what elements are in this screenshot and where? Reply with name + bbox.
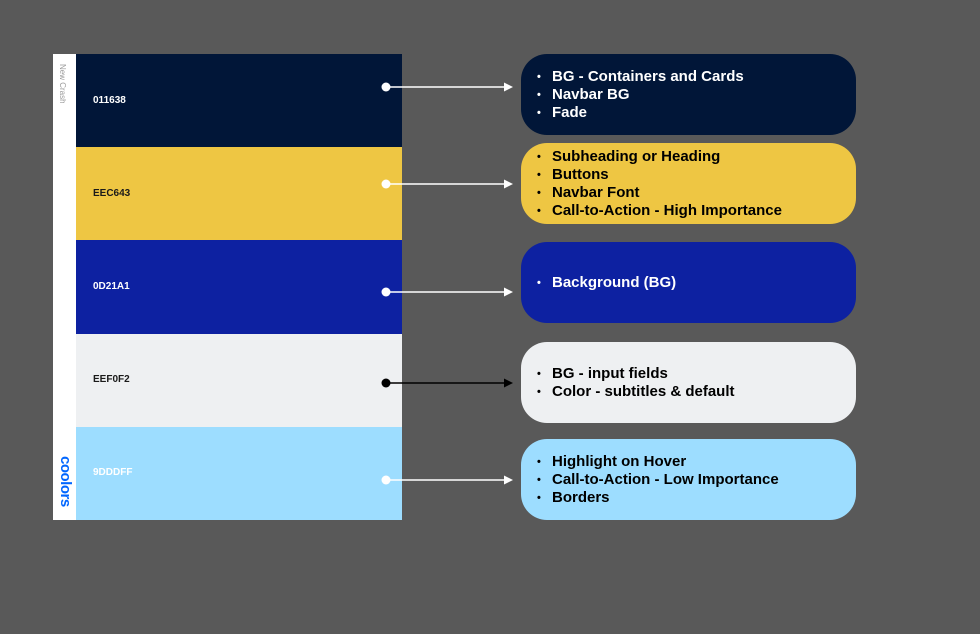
usage-box-011638: • BG - Containers and Cards • Navbar BG • Fad… <box>521 54 856 135</box>
usage-list: • Subheading or Heading • Buttons • Navbar Fo… <box>537 148 856 220</box>
bullet-icon: • <box>537 455 541 468</box>
usage-box-0d21a1: • Background (BG) <box>521 242 856 323</box>
swatch-eef0f2: EEF0F2 <box>76 333 402 427</box>
usage-item-text: Background (BG) <box>552 273 677 291</box>
usage-item: • Borders <box>537 489 856 507</box>
usage-item-text: Call-to-Action - Low Importance <box>552 470 779 488</box>
usage-item: • Navbar Font <box>537 184 856 202</box>
usage-item-text: Navbar BG <box>552 85 630 103</box>
bullet-icon: • <box>537 168 541 181</box>
usage-item: • Highlight on Hover <box>537 453 856 471</box>
bullet-icon: • <box>537 367 541 380</box>
usage-box-eef0f2: • BG - input fields • Color - subtitles & d… <box>521 342 856 423</box>
usage-box-eec643: • Subheading or Heading • Buttons • Navbar Fo… <box>521 143 856 224</box>
swatch-eec643: EEC643 <box>76 147 402 241</box>
usage-item: • BG - Containers and Cards <box>537 68 856 86</box>
usage-item: • Background (BG) <box>537 274 856 292</box>
palette-card: New Crash coolors 011638 EEC643 0D21A1 EEF0… <box>53 54 402 520</box>
usage-item: • BG - input fields <box>537 365 856 383</box>
usage-item: • Navbar BG <box>537 86 856 104</box>
usage-item-text: Buttons <box>552 165 609 183</box>
usage-box-9dddff: • Highlight on Hover • Call-to-Action - Low… <box>521 439 856 520</box>
usage-item-text: Subheading or Heading <box>552 147 721 165</box>
arrowhead-icon <box>504 179 513 189</box>
usage-item: • Color - subtitles & default <box>537 383 856 401</box>
bullet-icon: • <box>537 186 541 199</box>
bullet-icon: • <box>537 88 541 101</box>
usage-item-text: BG - input fields <box>552 364 668 382</box>
usage-list: • BG - input fields • Color - subtitles & d… <box>537 365 856 401</box>
arrowhead-icon <box>504 378 513 388</box>
usage-item-text: Borders <box>552 488 610 506</box>
bullet-icon: • <box>537 276 541 289</box>
bullet-icon: • <box>537 106 541 119</box>
palette-side-strip: New Crash coolors <box>53 54 76 520</box>
coolors-logo: coolors <box>57 456 74 507</box>
bullet-icon: • <box>537 70 541 83</box>
usage-item-text: Fade <box>552 103 588 121</box>
bullet-icon: • <box>537 491 541 504</box>
arrowhead-icon <box>504 475 513 485</box>
usage-item-text: Highlight on Hover <box>552 452 687 470</box>
usage-item: • Fade <box>537 104 856 122</box>
usage-list: • Highlight on Hover • Call-to-Action - Low… <box>537 453 856 507</box>
usage-item: • Subheading or Heading <box>537 148 856 166</box>
usage-item: • Buttons <box>537 166 856 184</box>
swatch-9dddff: 9DDDFF <box>76 426 402 520</box>
swatch-011638: 011638 <box>76 54 402 148</box>
usage-item-text: Navbar Font <box>552 183 640 201</box>
swatch-0d21a1: 0D21A1 <box>76 240 402 334</box>
swatch-hex-code: EEC643 <box>93 187 131 199</box>
arrowhead-icon <box>504 82 513 92</box>
usage-list: • Background (BG) <box>537 274 856 292</box>
swatch-hex-code: 011638 <box>93 94 126 106</box>
usage-item: • Call-to-Action - High Importance <box>537 202 856 220</box>
usage-item-text: Color - subtitles & default <box>552 382 735 400</box>
usage-item: • Call-to-Action - Low Importance <box>537 471 856 489</box>
swatch-hex-code: EEF0F2 <box>93 374 130 386</box>
usage-item-text: BG - Containers and Cards <box>552 67 744 85</box>
bullet-icon: • <box>537 150 541 163</box>
usage-list: • BG - Containers and Cards • Navbar BG • Fad… <box>537 68 856 122</box>
bullet-icon: • <box>537 204 541 217</box>
bullet-icon: • <box>537 385 541 398</box>
arrowhead-icon <box>504 287 513 297</box>
bullet-icon: • <box>537 473 541 486</box>
swatch-hex-code: 9DDDFF <box>93 467 133 479</box>
usage-item-text: Call-to-Action - High Importance <box>552 201 782 219</box>
swatch-hex-code: 0D21A1 <box>93 280 130 292</box>
palette-caption: New Crash <box>58 64 67 104</box>
